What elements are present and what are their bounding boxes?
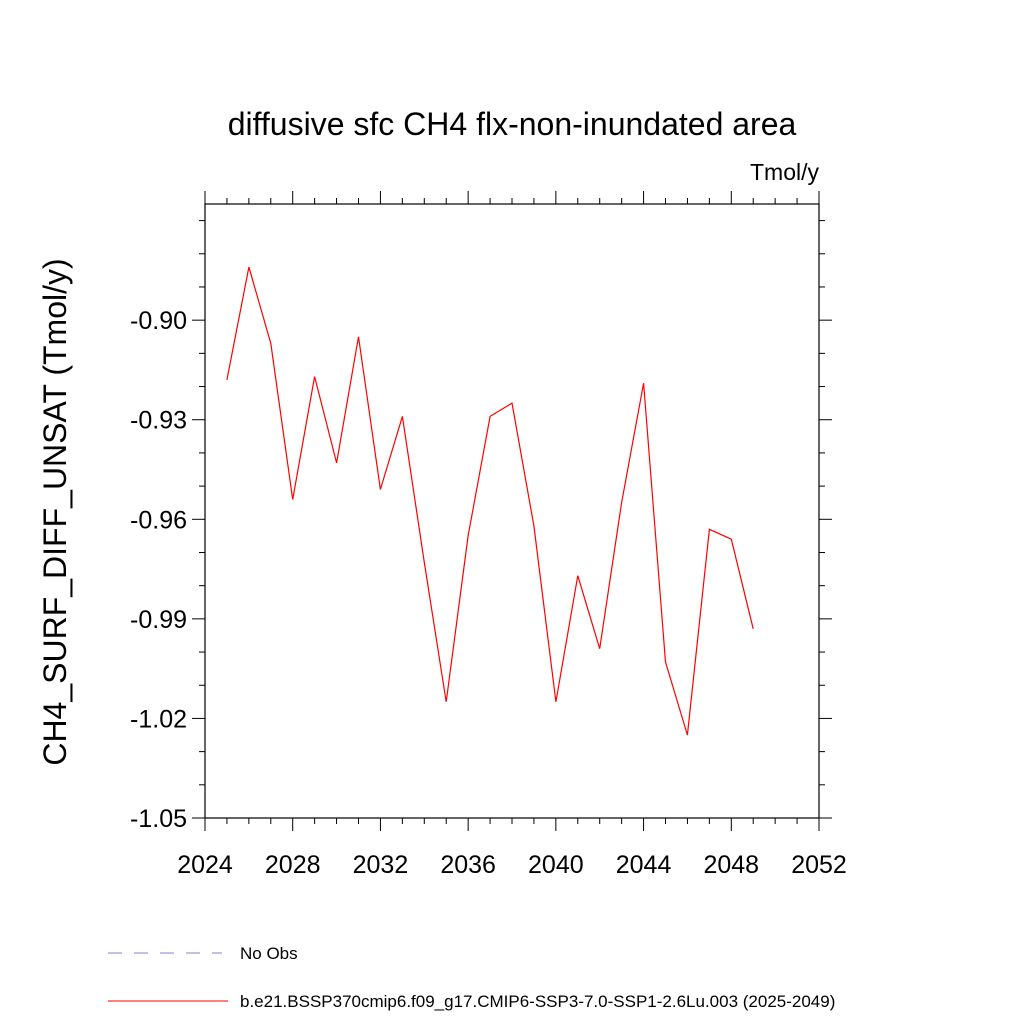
y-tick-label: -0.96 [130, 506, 187, 534]
legend-label-series: b.e21.BSSP370cmip6.f09_g17.CMIP6-SSP3-7.… [240, 992, 835, 1011]
y-tick-label: -0.99 [130, 606, 187, 634]
x-tick-label: 2032 [353, 851, 409, 879]
series-layer [226, 266, 754, 736]
x-tick-label: 2036 [440, 851, 496, 879]
series-line [226, 266, 754, 736]
chart-title: diffusive sfc CH4 flx-non-inundated area [228, 106, 797, 142]
x-tick-label: 2024 [177, 851, 233, 879]
legend-label-no-obs: No Obs [240, 944, 298, 963]
legend: No Obs b.e21.BSSP370cmip6.f09_g17.CMIP6-… [108, 944, 835, 1011]
y-axis-label: CH4_SURF_DIFF_UNSAT (Tmol/y) [37, 258, 73, 765]
x-tick-label: 2052 [791, 851, 847, 879]
x-tick-label: 2040 [528, 851, 584, 879]
units-label: Tmol/y [750, 159, 820, 185]
x-tick-label: 2048 [703, 851, 759, 879]
x-tick-label: 2044 [616, 851, 672, 879]
axis-ticks: 2024 2028 2032 2036 2040 2044 2048 2052 -1.05 -1.… [130, 191, 847, 879]
y-tick-label: -1.05 [130, 805, 187, 833]
y-tick-label: -0.90 [130, 307, 187, 335]
plot-frame [204, 203, 820, 819]
y-tick-label: -0.93 [130, 407, 187, 435]
x-tick-label: 2028 [265, 851, 321, 879]
y-tick-label: -1.02 [130, 705, 187, 733]
